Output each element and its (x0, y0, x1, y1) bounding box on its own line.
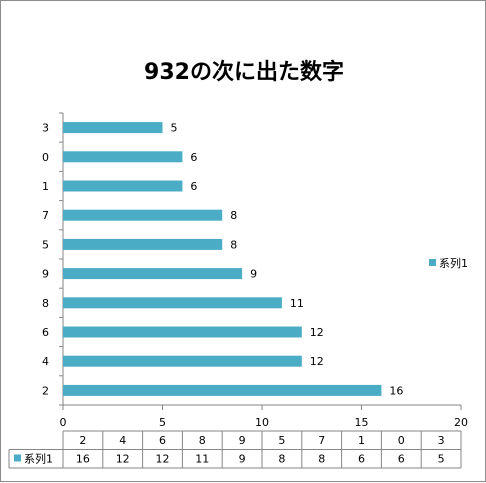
table-header-cell: 0 (398, 434, 405, 447)
table-value-cell: 16 (76, 453, 90, 466)
table-value-cell: 6 (398, 453, 405, 466)
table-value-cell: 11 (195, 453, 209, 466)
chart-title: 932の次に出た数字 (144, 59, 344, 85)
data-label-9: 9 (250, 268, 257, 281)
bar-8 (63, 297, 282, 309)
bar-9 (63, 268, 243, 280)
data-label-1: 6 (190, 180, 197, 193)
table-header-cell: 9 (239, 434, 246, 447)
table-header-cell: 7 (318, 434, 325, 447)
bar-0 (63, 151, 183, 163)
table-value-cell: 12 (116, 453, 130, 466)
y-tick-label-7: 7 (42, 209, 49, 222)
table-header-cell: 8 (199, 434, 206, 447)
table-series-key (14, 454, 21, 462)
x-tick-label-10: 10 (255, 416, 269, 429)
data-label-5: 8 (230, 238, 237, 251)
data-label-3: 5 (171, 122, 178, 135)
table-value-cell: 9 (239, 453, 246, 466)
table-value-cell: 8 (278, 453, 285, 466)
x-tick-label-20: 20 (454, 416, 468, 429)
y-tick-label-5: 5 (42, 238, 49, 251)
table-header-cell: 2 (79, 434, 86, 447)
table-value-cell: 8 (318, 453, 325, 466)
bar-1 (63, 180, 183, 192)
table-header-cell: 1 (358, 434, 365, 447)
x-tick-label-0: 0 (60, 416, 67, 429)
x-tick-label-15: 15 (355, 416, 369, 429)
data-label-2: 16 (389, 384, 403, 397)
data-label-4: 12 (310, 355, 324, 368)
bar-5 (63, 238, 223, 250)
bar-6 (63, 326, 302, 338)
table-header-cell: 5 (278, 434, 285, 447)
bar-4 (63, 355, 302, 367)
y-tick-label-8: 8 (42, 297, 49, 310)
bar-3 (63, 122, 163, 134)
y-tick-label-6: 6 (42, 326, 49, 339)
bar-2 (63, 384, 382, 396)
y-tick-label-0: 0 (42, 151, 49, 164)
y-tick-label-4: 4 (42, 355, 49, 368)
data-label-7: 8 (230, 209, 237, 222)
data-label-6: 12 (310, 326, 324, 339)
x-tick-label-5: 5 (159, 416, 166, 429)
table-value-cell: 12 (156, 453, 170, 466)
x-axis-ticks: 0 5 10 15 20 (60, 405, 468, 429)
y-tick-label-1: 1 (42, 180, 49, 193)
y-tick-label-3: 3 (42, 122, 49, 135)
legend-label: 系列1 (439, 256, 468, 270)
data-label-0: 6 (190, 151, 197, 164)
table-header-cell: 3 (438, 434, 445, 447)
table-value-cell: 5 (438, 453, 445, 466)
table-series-name: 系列1 (24, 452, 53, 466)
table-value-cell: 6 (358, 453, 365, 466)
y-tick-label-9: 9 (42, 268, 49, 281)
y-tick-label-2: 2 (42, 384, 49, 397)
legend: 系列1 (429, 256, 468, 270)
table-header-cell: 4 (119, 434, 126, 447)
data-label-8: 11 (290, 297, 304, 310)
bar-7 (63, 209, 223, 221)
table-header-cell: 6 (159, 434, 166, 447)
legend-key (429, 259, 436, 266)
